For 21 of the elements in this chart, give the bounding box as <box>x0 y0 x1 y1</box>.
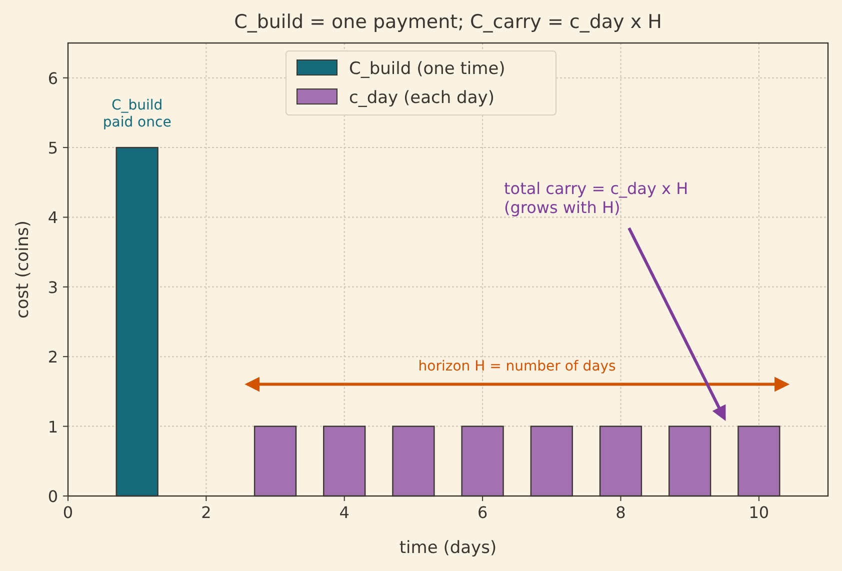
legend-label: c_day (each day) <box>349 88 494 108</box>
x-tick-label: 2 <box>201 503 212 522</box>
x-axis-title: time (days) <box>399 538 497 558</box>
annotation: C_build paid once <box>102 98 172 130</box>
legend-label: C_build (one time) <box>349 59 506 79</box>
y-axis-title: cost (coins) <box>13 220 33 319</box>
x-tick-label: 6 <box>477 503 488 522</box>
y-tick-label: 5 <box>48 138 58 158</box>
y-tick-label: 3 <box>48 278 58 297</box>
y-tick-label: 4 <box>48 208 58 228</box>
annotation: total carry = c_day x H (grows with H) <box>504 179 688 218</box>
x-tick-label: 8 <box>616 503 626 522</box>
annotation: horizon H = number of days <box>418 358 616 374</box>
chart-title: C_build = one payment; C_carry = c_day x H <box>234 11 662 33</box>
x-tick-label: 0 <box>62 503 74 522</box>
y-tick-label: 6 <box>48 68 58 88</box>
y-tick-label: 0 <box>48 487 58 506</box>
x-tick-label: 4 <box>339 503 350 522</box>
y-tick-label: 2 <box>48 348 58 367</box>
y-tick-label: 1 <box>48 417 58 436</box>
x-tick-label: 10 <box>748 503 770 522</box>
